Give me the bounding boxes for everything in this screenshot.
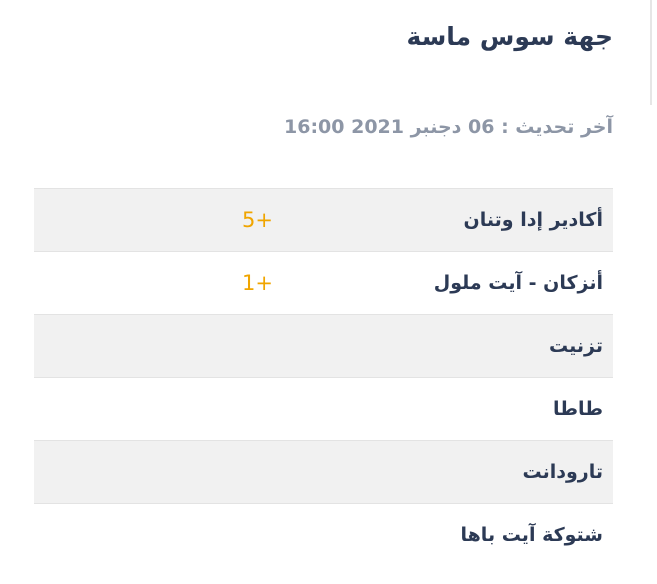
province-name: تزنيت	[273, 314, 613, 378]
province-name: تارودانت	[273, 440, 613, 504]
table-row: طاطا	[34, 377, 613, 441]
province-name: أكادير إدا وتنان	[273, 188, 613, 252]
region-title: جهة سوس ماسة	[406, 22, 613, 51]
province-name: أنزكان - آيت ملول	[273, 251, 613, 315]
table-row: تارودانت	[34, 440, 613, 504]
table-row: أنزكان - آيت ملول +1	[34, 251, 613, 315]
panel-border	[650, 0, 652, 105]
province-name: شتوكة آيت باها	[273, 503, 613, 566]
case-count: +1	[34, 251, 273, 315]
table-row: تزنيت	[34, 314, 613, 378]
case-count	[34, 377, 273, 441]
case-count	[34, 503, 273, 566]
province-name: طاطا	[273, 377, 613, 441]
table-row: شتوكة آيت باها	[34, 503, 613, 566]
case-count: +5	[34, 188, 273, 252]
province-table: أكادير إدا وتنان +5 أنزكان - آيت ملول +1 ت…	[34, 188, 613, 566]
case-count	[34, 440, 273, 504]
case-count	[34, 314, 273, 378]
last-update: آخر تحديث : 06 دجنبر 2021 16:00	[284, 116, 613, 138]
table-row: أكادير إدا وتنان +5	[34, 188, 613, 252]
